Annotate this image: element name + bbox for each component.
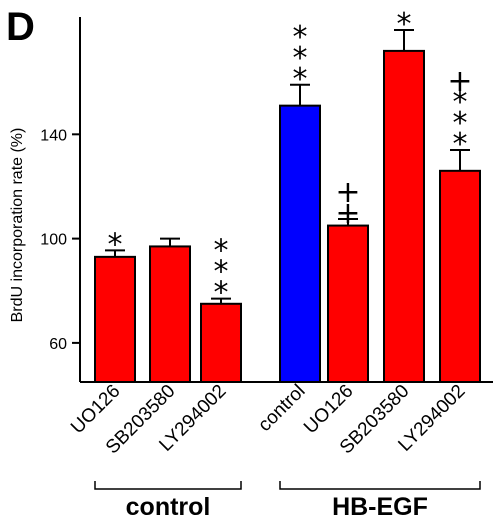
significance-mark: * bbox=[108, 227, 123, 262]
y-ticks: 60 100 140 bbox=[40, 127, 80, 353]
group-label: control bbox=[126, 493, 211, 521]
significance-mark: * bbox=[214, 276, 229, 311]
group-label: HB-EGF bbox=[332, 493, 428, 521]
significance-mark: * bbox=[453, 106, 468, 141]
group-bracket bbox=[279, 481, 481, 490]
group-bracket bbox=[94, 481, 242, 490]
bar bbox=[327, 224, 369, 383]
bar bbox=[383, 49, 425, 384]
y-axis-label: BrdU incorporation rate (%) bbox=[9, 128, 26, 323]
group-brackets: control HB-EGF bbox=[94, 481, 481, 521]
bars: * ******++*+*** bbox=[94, 7, 481, 384]
significance-mark: * bbox=[214, 234, 229, 269]
x-tick-label: control bbox=[254, 381, 309, 436]
y-tick-label: 140 bbox=[40, 127, 67, 144]
panel-letter: D bbox=[6, 5, 35, 49]
y-tick-label: 60 bbox=[49, 336, 67, 353]
significance-mark: * bbox=[293, 41, 308, 76]
bar bbox=[200, 302, 242, 383]
significance-mark: * bbox=[453, 85, 468, 120]
significance-mark: * bbox=[293, 20, 308, 55]
bar bbox=[149, 245, 191, 383]
significance-mark: * bbox=[214, 255, 229, 290]
significance-mark: + bbox=[335, 175, 360, 210]
bar bbox=[94, 255, 136, 384]
bar bbox=[279, 104, 321, 384]
y-tick-label: 100 bbox=[40, 232, 67, 249]
significance-mark: + bbox=[335, 196, 360, 231]
significance-mark: + bbox=[447, 64, 472, 99]
significance-mark: * bbox=[293, 62, 308, 97]
bar bbox=[439, 169, 481, 383]
significance-mark: * bbox=[453, 127, 468, 162]
significance-mark: * bbox=[397, 7, 412, 42]
